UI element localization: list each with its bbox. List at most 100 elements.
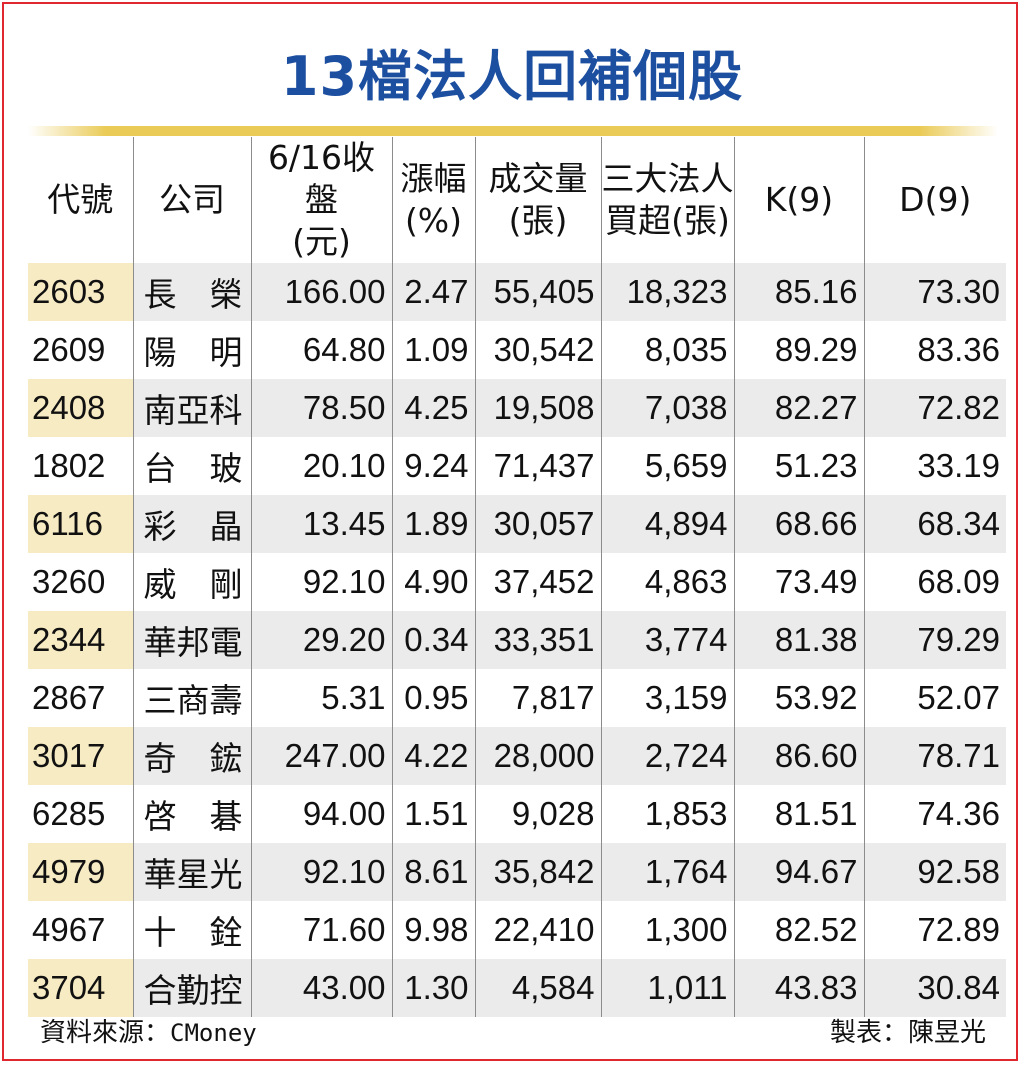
- cell-change: 1.30: [392, 959, 476, 1017]
- maker-credit: 製表：陳昱光: [829, 1018, 986, 1048]
- cell-net-buy: 5,659: [601, 437, 735, 495]
- cell-volume: 28,000: [475, 727, 602, 785]
- cell-close: 71.60: [251, 901, 393, 959]
- cell-k9: 53.92: [734, 669, 865, 727]
- header-k9: K(9): [734, 137, 865, 263]
- cell-company: 合勤控: [133, 959, 252, 1017]
- cell-change: 4.22: [392, 727, 476, 785]
- header-volume: 成交量 (張): [475, 137, 602, 263]
- source-label: 資料來源：: [40, 1018, 171, 1048]
- cell-d9: 78.71: [864, 727, 1006, 785]
- cell-net-buy: 7,038: [601, 379, 735, 437]
- cell-d9: 72.82: [864, 379, 1006, 437]
- cell-k9: 51.23: [734, 437, 865, 495]
- cell-d9: 68.34: [864, 495, 1006, 553]
- cell-close: 20.10: [251, 437, 393, 495]
- cell-volume: 9,028: [475, 785, 602, 843]
- cell-change: 0.34: [392, 611, 476, 669]
- cell-d9: 52.07: [917, 679, 1000, 716]
- table-row: 2867 三商壽 5.31 0.95 7,817 3,159 53.92 52.07: [28, 669, 1006, 727]
- cell-net-buy: 1,300: [601, 901, 735, 959]
- table-header-row: 代號 公司 6/16收盤 (元) 漲幅 (%) 成交量 (張) 三大法人 買超(張) K…: [28, 137, 1006, 263]
- cell-code: 6116: [28, 495, 134, 553]
- cell-change: 9.24: [392, 437, 476, 495]
- source-note: 資料來源：CMoney: [40, 1012, 257, 1049]
- cell-d9: 92.58: [864, 843, 1006, 901]
- cell-close: 29.20: [251, 611, 393, 669]
- cell-k9: 89.29: [734, 321, 865, 379]
- header-close: 6/16收盤 (元): [251, 137, 393, 263]
- cell-change: 4.90: [392, 553, 476, 611]
- cell-company: 台 玻: [133, 437, 252, 495]
- cell-change: 1.89: [392, 495, 476, 553]
- cell-k9: 73.49: [734, 553, 865, 611]
- cell-net-buy: 4,894: [601, 495, 735, 553]
- table-row: 3017 奇 鋐 247.00 4.22 28,000 2,724 86.60 78.71: [28, 727, 1006, 785]
- cell-close: 166.00: [251, 263, 393, 321]
- table-row: 6116 彩 晶 13.45 1.89 30,057 4,894 68.66 68.34: [28, 495, 1006, 553]
- cell-net-buy: 3,774: [601, 611, 735, 669]
- page-title: 13檔法人回補個股: [280, 45, 744, 108]
- cell-d9: 73.30: [864, 263, 1006, 321]
- cell-close: 92.10: [251, 553, 393, 611]
- table-row: 2603 長 榮 166.00 2.47 55,405 18,323 85.16 73.30: [28, 263, 1006, 321]
- cell-net-buy: 3,159: [601, 669, 735, 727]
- table-row: 3260 威 剛 92.10 4.90 37,452 4,863 73.49 68.09: [28, 553, 1006, 611]
- cell-change: 4.25: [392, 379, 476, 437]
- cell-close: 78.50: [251, 379, 393, 437]
- header-company: 公司: [133, 137, 252, 263]
- cell-company: 華星光: [133, 843, 252, 901]
- cell-k9: 85.16: [734, 263, 865, 321]
- cell-volume: 71,437: [475, 437, 602, 495]
- cell-code: 4967: [28, 901, 134, 959]
- cell-k9: 81.51: [734, 785, 865, 843]
- cell-change: 1.09: [392, 321, 476, 379]
- table-row: 4979 華星光 92.10 8.61 35,842 1,764 94.67 92.58: [28, 843, 1006, 901]
- cell-volume: 37,452: [475, 553, 602, 611]
- header-change: 漲幅 (%): [392, 137, 476, 263]
- cell-code: 3017: [28, 727, 134, 785]
- cell-code: 2408: [28, 379, 134, 437]
- cell-k9: 82.52: [734, 901, 865, 959]
- cell-d9: 83.36: [917, 331, 1000, 368]
- header-code: 代號: [28, 137, 134, 263]
- table-row: 6285 啓 碁 94.00 1.51 9,028 1,853 81.51 74.36: [28, 785, 1006, 843]
- cell-d9: 72.89: [917, 911, 1000, 948]
- cell-close: 43.00: [251, 959, 393, 1017]
- cell-k9: 68.66: [734, 495, 865, 553]
- cell-company: 三商壽: [133, 669, 252, 727]
- cell-close: 5.31: [251, 669, 393, 727]
- source-name: CMoney: [170, 1019, 257, 1047]
- cell-d9: 33.19: [917, 447, 1000, 484]
- cell-volume: 19,508: [475, 379, 602, 437]
- cell-change: 8.61: [392, 843, 476, 901]
- table-row: 4967 十 銓 71.60 9.98 22,410 1,300 82.52 72.89: [28, 901, 1006, 959]
- cell-k9: 81.38: [734, 611, 865, 669]
- cell-volume: 7,817: [475, 669, 602, 727]
- title-divider: [28, 126, 998, 136]
- cell-volume: 33,351: [475, 611, 602, 669]
- cell-net-buy: 4,863: [601, 553, 735, 611]
- cell-code: 2867: [28, 669, 134, 727]
- cell-net-buy: 1,764: [601, 843, 735, 901]
- cell-volume: 55,405: [475, 263, 602, 321]
- cell-d9: 30.84: [864, 959, 1006, 1017]
- cell-close: 94.00: [251, 785, 393, 843]
- cell-company: 南亞科: [133, 379, 252, 437]
- cell-company: 十 銓: [133, 901, 252, 959]
- cell-code: 6285: [28, 785, 134, 843]
- cell-net-buy: 1,853: [601, 785, 735, 843]
- cell-net-buy: 8,035: [601, 321, 735, 379]
- cell-volume: 30,542: [475, 321, 602, 379]
- cell-close: 92.10: [251, 843, 393, 901]
- table-row: 3704 合勤控 43.00 1.30 4,584 1,011 43.83 30.84: [28, 959, 1006, 1017]
- cell-volume: 35,842: [475, 843, 602, 901]
- cell-net-buy: 18,323: [601, 263, 735, 321]
- cell-change: 0.95: [392, 669, 476, 727]
- cell-company: 啓 碁: [133, 785, 252, 843]
- cell-k9: 94.67: [734, 843, 865, 901]
- cell-code: 2344: [28, 611, 134, 669]
- cell-company: 彩 晶: [133, 495, 252, 553]
- cell-k9: 43.83: [734, 959, 865, 1017]
